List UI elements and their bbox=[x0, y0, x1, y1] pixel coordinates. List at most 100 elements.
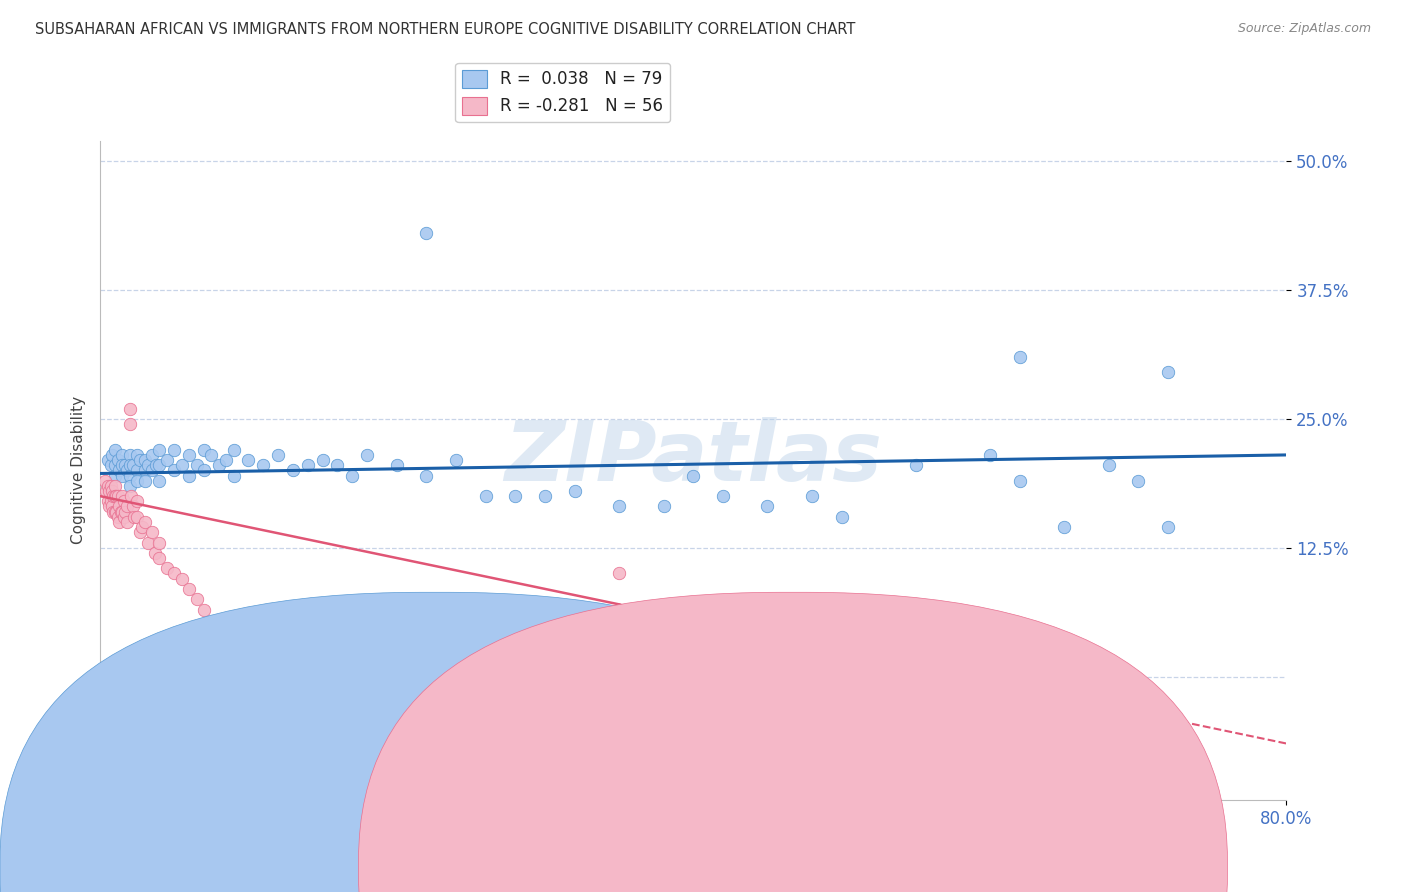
Point bbox=[115, 500, 138, 514]
Point bbox=[96, 453, 118, 467]
Point bbox=[101, 483, 124, 498]
Point bbox=[177, 448, 200, 462]
Point bbox=[208, 613, 231, 627]
Point bbox=[127, 509, 149, 524]
Point bbox=[156, 453, 179, 467]
Point bbox=[94, 483, 117, 498]
Text: Sub-Saharan Africans: Sub-Saharan Africans bbox=[453, 855, 616, 870]
Point bbox=[134, 474, 156, 488]
Point bbox=[177, 468, 200, 483]
Point bbox=[108, 463, 131, 477]
Point bbox=[127, 494, 149, 508]
Point bbox=[112, 494, 135, 508]
Point bbox=[1157, 520, 1180, 534]
Point bbox=[131, 520, 153, 534]
Point bbox=[107, 509, 129, 524]
Point bbox=[103, 505, 125, 519]
Point bbox=[170, 458, 193, 473]
Point bbox=[118, 468, 141, 483]
Point bbox=[831, 509, 853, 524]
Y-axis label: Cognitive Disability: Cognitive Disability bbox=[72, 396, 86, 544]
Point bbox=[96, 494, 118, 508]
Point bbox=[342, 468, 364, 483]
Point bbox=[186, 592, 208, 607]
Point bbox=[193, 602, 215, 616]
Point bbox=[105, 505, 128, 519]
Point bbox=[238, 628, 260, 642]
Point bbox=[1097, 458, 1119, 473]
Point bbox=[127, 474, 149, 488]
Point bbox=[122, 509, 145, 524]
Point bbox=[104, 442, 127, 457]
Point bbox=[979, 448, 1001, 462]
Point bbox=[104, 505, 127, 519]
Point bbox=[607, 566, 630, 581]
Point bbox=[222, 468, 245, 483]
Point bbox=[111, 505, 134, 519]
Point bbox=[104, 479, 127, 493]
Point bbox=[156, 561, 179, 575]
Point bbox=[148, 458, 170, 473]
Point bbox=[100, 479, 122, 493]
Point bbox=[800, 489, 823, 503]
Point bbox=[385, 458, 408, 473]
Point bbox=[163, 442, 186, 457]
Point bbox=[607, 500, 630, 514]
Point bbox=[252, 458, 274, 473]
Point bbox=[136, 458, 159, 473]
Point bbox=[904, 458, 927, 473]
Point bbox=[326, 458, 349, 473]
Point bbox=[101, 500, 124, 514]
Point bbox=[100, 458, 122, 473]
Point bbox=[474, 489, 496, 503]
Point bbox=[129, 525, 152, 540]
Point bbox=[108, 515, 131, 529]
Point bbox=[118, 401, 141, 416]
Point bbox=[238, 453, 260, 467]
Point bbox=[267, 448, 290, 462]
Point bbox=[111, 489, 134, 503]
Point bbox=[222, 442, 245, 457]
Point bbox=[756, 500, 779, 514]
Point bbox=[145, 458, 167, 473]
Point bbox=[127, 463, 149, 477]
Point bbox=[111, 468, 134, 483]
Point bbox=[107, 489, 129, 503]
Point bbox=[652, 500, 675, 514]
Point bbox=[134, 515, 156, 529]
Point bbox=[104, 489, 127, 503]
Point bbox=[170, 572, 193, 586]
Point bbox=[111, 458, 134, 473]
Point bbox=[415, 227, 437, 241]
Point bbox=[104, 458, 127, 473]
Point bbox=[96, 479, 118, 493]
Text: Source: ZipAtlas.com: Source: ZipAtlas.com bbox=[1237, 22, 1371, 36]
Point bbox=[200, 448, 222, 462]
Point bbox=[163, 463, 186, 477]
Point bbox=[118, 479, 141, 493]
Point bbox=[444, 453, 467, 467]
Point bbox=[505, 489, 527, 503]
Point bbox=[148, 474, 170, 488]
Point bbox=[120, 489, 142, 503]
Point bbox=[103, 489, 125, 503]
Text: ZIPatlas: ZIPatlas bbox=[505, 417, 882, 498]
Point bbox=[118, 417, 141, 431]
Point bbox=[564, 483, 586, 498]
Point bbox=[148, 535, 170, 549]
Point bbox=[115, 515, 138, 529]
Point bbox=[215, 453, 238, 467]
Point bbox=[1157, 366, 1180, 380]
Point bbox=[104, 468, 127, 483]
Point bbox=[101, 448, 124, 462]
Point bbox=[311, 453, 333, 467]
Point bbox=[110, 505, 132, 519]
Point bbox=[127, 448, 149, 462]
Point bbox=[141, 463, 163, 477]
Point bbox=[134, 463, 156, 477]
Point bbox=[136, 535, 159, 549]
Point bbox=[112, 509, 135, 524]
Point bbox=[105, 489, 128, 503]
Point bbox=[281, 463, 304, 477]
Point bbox=[108, 500, 131, 514]
